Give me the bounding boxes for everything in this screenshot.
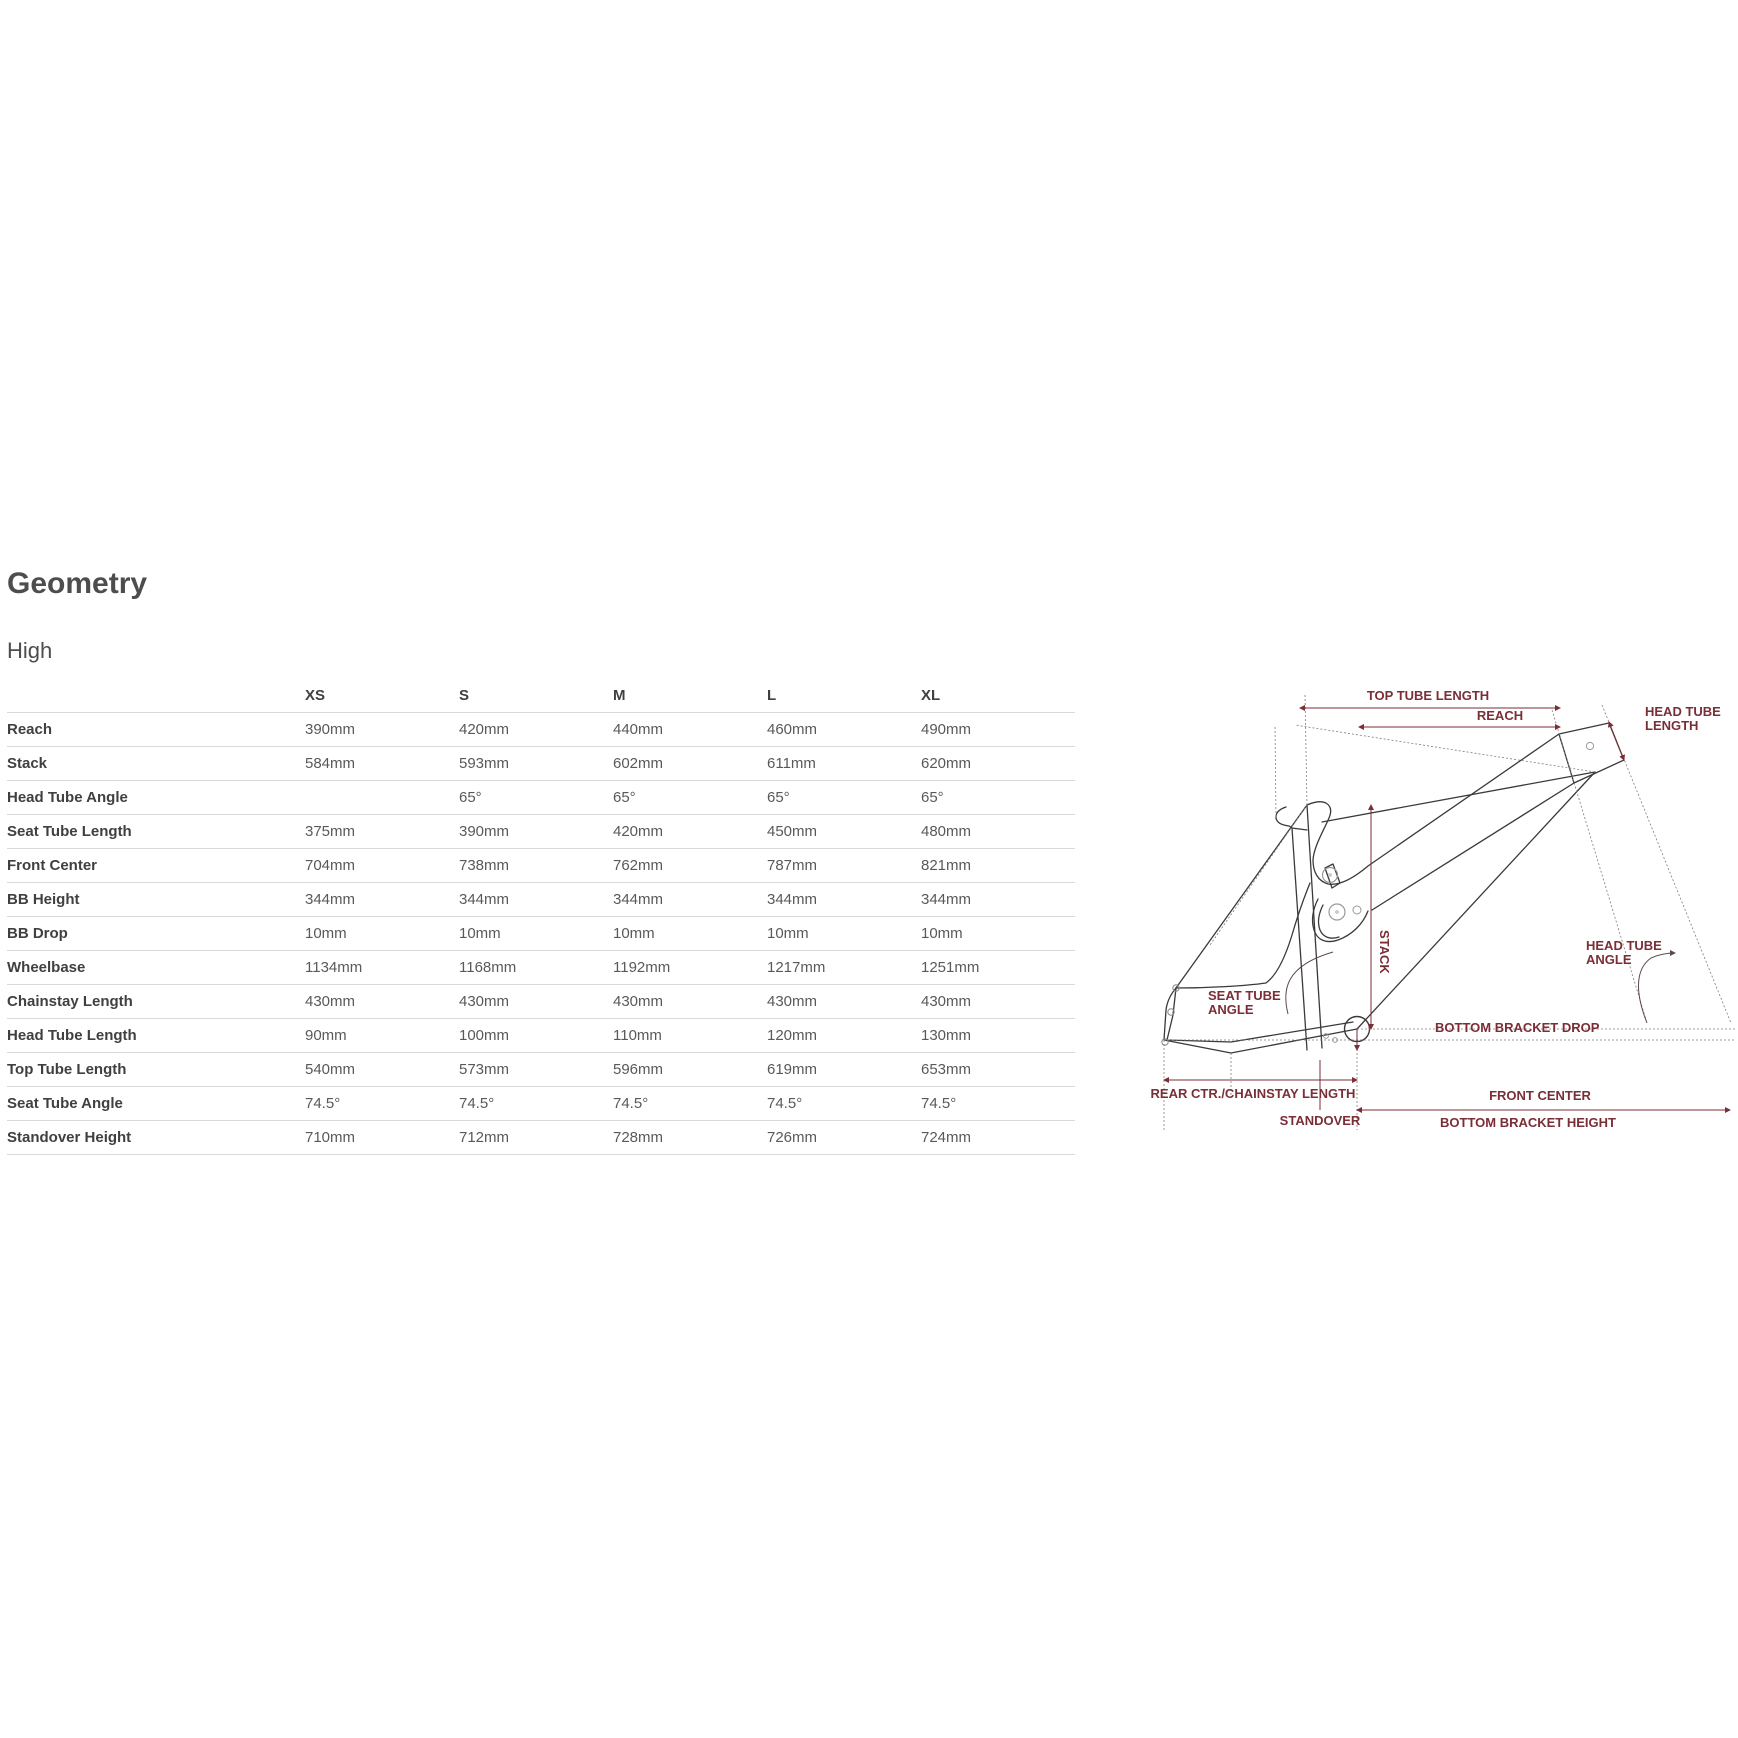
svg-text:STACK: STACK xyxy=(1377,930,1392,974)
svg-text:FRONT CENTER: FRONT CENTER xyxy=(1489,1088,1591,1103)
svg-text:BOTTOM BRACKET DROP: BOTTOM BRACKET DROP xyxy=(1435,1020,1600,1035)
svg-text:REACH: REACH xyxy=(1477,708,1523,723)
svg-text:STANDOVER: STANDOVER xyxy=(1280,1113,1361,1128)
svg-text:REAR CTR./CHAINSTAY LENGTH: REAR CTR./CHAINSTAY LENGTH xyxy=(1151,1086,1356,1101)
svg-text:LENGTH: LENGTH xyxy=(1645,718,1698,733)
svg-text:ANGLE: ANGLE xyxy=(1208,1002,1254,1017)
svg-text:BOTTOM BRACKET HEIGHT: BOTTOM BRACKET HEIGHT xyxy=(1440,1115,1616,1130)
svg-text:TOP TUBE LENGTH: TOP TUBE LENGTH xyxy=(1367,688,1489,703)
svg-text:HEAD TUBE: HEAD TUBE xyxy=(1645,704,1721,719)
svg-text:SEAT TUBE: SEAT TUBE xyxy=(1208,988,1281,1003)
svg-text:HEAD TUBE: HEAD TUBE xyxy=(1586,938,1662,953)
svg-text:ANGLE: ANGLE xyxy=(1586,952,1632,967)
